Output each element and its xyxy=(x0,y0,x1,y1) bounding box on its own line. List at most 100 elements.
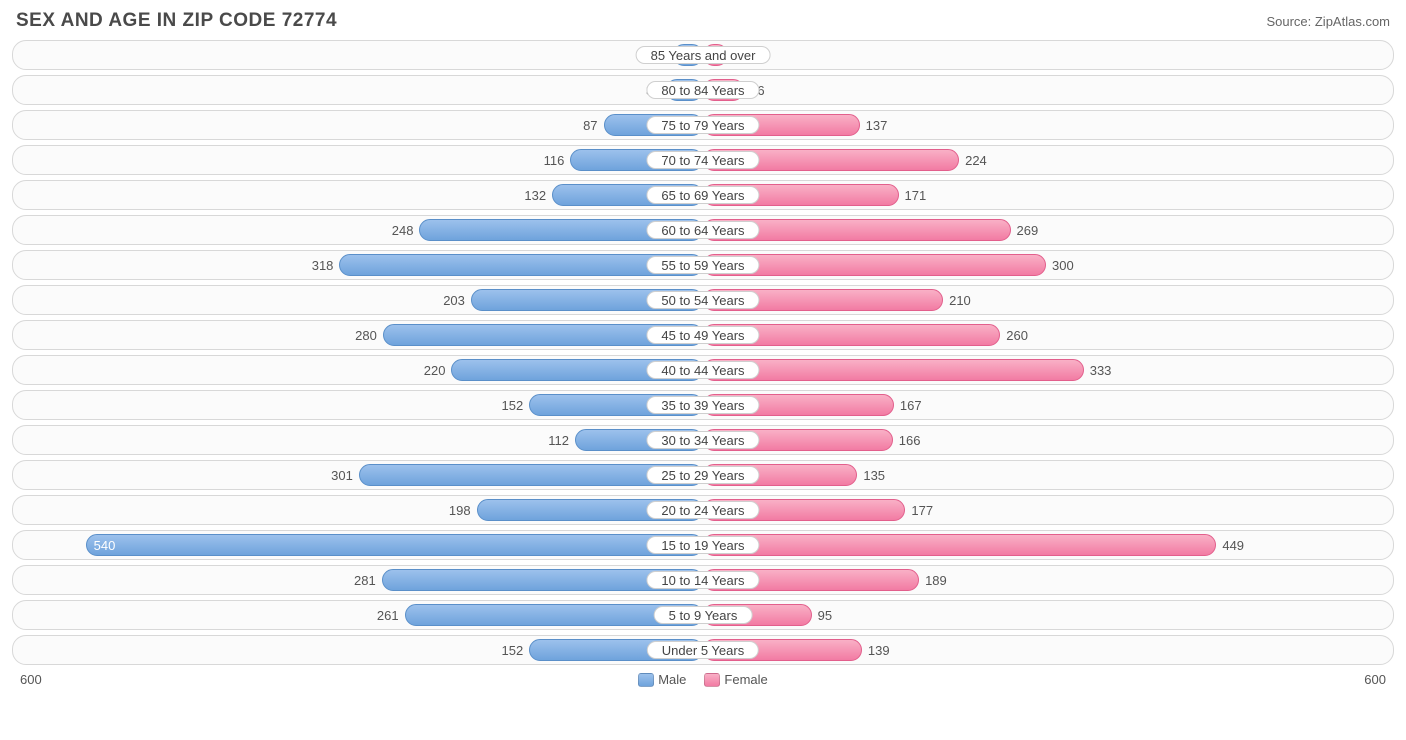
pyramid-row-inner: 152 167 35 to 39 Years xyxy=(17,394,1389,416)
male-value: 281 xyxy=(354,569,382,591)
pyramid-row-inner: 280 260 45 to 49 Years xyxy=(17,324,1389,346)
category-label: 55 to 59 Years xyxy=(646,256,759,274)
pyramid-row: 203 210 50 to 54 Years xyxy=(12,285,1394,315)
legend-female-label: Female xyxy=(724,672,767,687)
pyramid-row: 301 135 25 to 29 Years xyxy=(12,460,1394,490)
axis-max-left: 600 xyxy=(20,672,42,687)
male-swatch-icon xyxy=(638,673,654,687)
pyramid-row: 248 269 60 to 64 Years xyxy=(12,215,1394,245)
female-bar xyxy=(703,534,1216,556)
legend: Male Female xyxy=(638,672,768,687)
female-value: 166 xyxy=(893,429,921,451)
female-value: 189 xyxy=(919,569,947,591)
category-label: 5 to 9 Years xyxy=(654,606,753,624)
female-value: 139 xyxy=(862,639,890,661)
category-label: 85 Years and over xyxy=(636,46,771,64)
category-label: 35 to 39 Years xyxy=(646,396,759,414)
pyramid-row-inner: 261 95 5 to 9 Years xyxy=(17,604,1389,626)
pyramid-row-inner: 220 333 40 to 44 Years xyxy=(17,359,1389,381)
category-label: 10 to 14 Years xyxy=(646,571,759,589)
female-value: 137 xyxy=(860,114,888,136)
pyramid-row: 152 167 35 to 39 Years xyxy=(12,390,1394,420)
category-label: 20 to 24 Years xyxy=(646,501,759,519)
male-value: 152 xyxy=(502,639,530,661)
male-value: 261 xyxy=(377,604,405,626)
female-value: 260 xyxy=(1000,324,1028,346)
legend-male: Male xyxy=(638,672,686,687)
male-value: 301 xyxy=(331,464,359,486)
pyramid-row-inner: 198 177 20 to 24 Years xyxy=(17,499,1389,521)
pyramid-row: 87 137 75 to 79 Years xyxy=(12,110,1394,140)
population-pyramid: 262285 Years and over 323680 to 84 Years 8… xyxy=(12,40,1394,665)
pyramid-row-inner: 152 139 Under 5 Years xyxy=(17,639,1389,661)
female-value: 210 xyxy=(943,289,971,311)
pyramid-row-inner: 87 137 75 to 79 Years xyxy=(17,114,1389,136)
female-value: 333 xyxy=(1084,359,1112,381)
pyramid-row-inner: 281 189 10 to 14 Years xyxy=(17,569,1389,591)
pyramid-row: 220 333 40 to 44 Years xyxy=(12,355,1394,385)
male-value: 280 xyxy=(355,324,383,346)
pyramid-row: 198 177 20 to 24 Years xyxy=(12,495,1394,525)
female-swatch-icon xyxy=(704,673,720,687)
male-value: 116 xyxy=(544,149,571,171)
male-value: 248 xyxy=(392,219,420,241)
pyramid-row: 540 449 15 to 19 Years xyxy=(12,530,1394,560)
category-label: 65 to 69 Years xyxy=(646,186,759,204)
female-value: 224 xyxy=(959,149,987,171)
pyramid-row: 323680 to 84 Years xyxy=(12,75,1394,105)
pyramid-row-inner: 323680 to 84 Years xyxy=(17,79,1389,101)
male-value: 132 xyxy=(524,184,552,206)
chart-title: SEX AND AGE IN ZIP CODE 72774 xyxy=(16,10,337,32)
pyramid-row: 261 95 5 to 9 Years xyxy=(12,600,1394,630)
category-label: 50 to 54 Years xyxy=(646,291,759,309)
pyramid-row-inner: 11622470 to 74 Years xyxy=(17,149,1389,171)
female-value: 135 xyxy=(857,464,885,486)
pyramid-row: 112 166 30 to 34 Years xyxy=(12,425,1394,455)
pyramid-row-inner: 540 449 15 to 19 Years xyxy=(17,534,1389,556)
pyramid-row-inner: 262285 Years and over xyxy=(17,44,1389,66)
female-value: 167 xyxy=(894,394,922,416)
female-bar xyxy=(703,359,1084,381)
category-label: 40 to 44 Years xyxy=(646,361,759,379)
category-label: 75 to 79 Years xyxy=(646,116,759,134)
pyramid-row-inner: 318 300 55 to 59 Years xyxy=(17,254,1389,276)
male-value: 318 xyxy=(312,254,340,276)
pyramid-row: 262285 Years and over xyxy=(12,40,1394,70)
category-label: 25 to 29 Years xyxy=(646,466,759,484)
pyramid-row-inner: 112 166 30 to 34 Years xyxy=(17,429,1389,451)
female-value: 449 xyxy=(1216,534,1244,556)
pyramid-row: 132 171 65 to 69 Years xyxy=(12,180,1394,210)
pyramid-row-inner: 203 210 50 to 54 Years xyxy=(17,289,1389,311)
male-value: 198 xyxy=(449,499,477,521)
female-value: 269 xyxy=(1011,219,1039,241)
pyramid-row-inner: 132 171 65 to 69 Years xyxy=(17,184,1389,206)
chart-footer: 600 Male Female 600 xyxy=(12,670,1394,687)
pyramid-row-inner: 248 269 60 to 64 Years xyxy=(17,219,1389,241)
category-label: 45 to 49 Years xyxy=(646,326,759,344)
male-value: 220 xyxy=(424,359,452,381)
male-value: 112 xyxy=(548,429,575,451)
male-value: 87 xyxy=(583,114,603,136)
legend-male-label: Male xyxy=(658,672,686,687)
male-value: 152 xyxy=(502,394,530,416)
category-label: 30 to 34 Years xyxy=(646,431,759,449)
pyramid-row: 280 260 45 to 49 Years xyxy=(12,320,1394,350)
female-value: 177 xyxy=(905,499,933,521)
male-value: 203 xyxy=(443,289,471,311)
pyramid-row: 11622470 to 74 Years xyxy=(12,145,1394,175)
category-label: 60 to 64 Years xyxy=(646,221,759,239)
female-value: 300 xyxy=(1046,254,1074,276)
chart-source: Source: ZipAtlas.com xyxy=(1266,14,1390,29)
female-value: 171 xyxy=(899,184,927,206)
category-label: Under 5 Years xyxy=(647,641,759,659)
pyramid-row: 318 300 55 to 59 Years xyxy=(12,250,1394,280)
category-label: 15 to 19 Years xyxy=(646,536,759,554)
female-value: 95 xyxy=(812,604,832,626)
chart-header: SEX AND AGE IN ZIP CODE 72774 Source: Zi… xyxy=(12,10,1394,40)
pyramid-row-inner: 301 135 25 to 29 Years xyxy=(17,464,1389,486)
pyramid-row: 152 139 Under 5 Years xyxy=(12,635,1394,665)
pyramid-row: 281 189 10 to 14 Years xyxy=(12,565,1394,595)
legend-female: Female xyxy=(704,672,767,687)
male-value: 540 xyxy=(86,534,703,556)
axis-max-right: 600 xyxy=(1364,672,1386,687)
